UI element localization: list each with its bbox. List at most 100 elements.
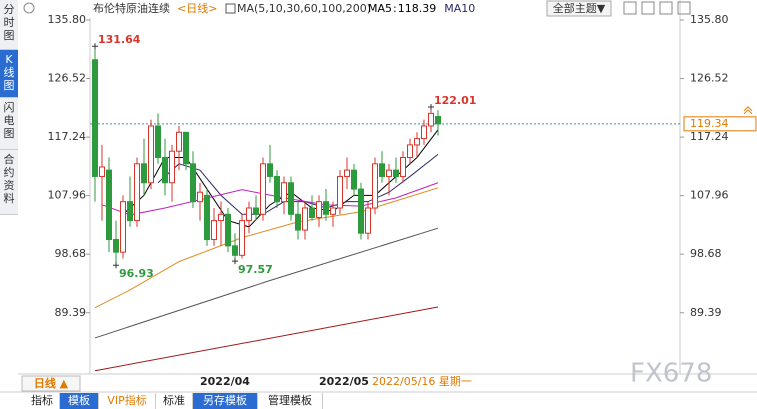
- candle-body: [176, 131, 182, 152]
- candle-body: [148, 125, 154, 184]
- candle-body: [218, 213, 224, 222]
- candle-body: [379, 163, 385, 177]
- icon-button[interactable]: [677, 1, 691, 15]
- ma-line: [157, 153, 439, 215]
- annotation-marker: [113, 262, 119, 269]
- candle-body: [344, 169, 350, 177]
- candle-body: [99, 166, 105, 177]
- candle-body: [309, 207, 315, 218]
- period-button-label[interactable]: 日线 ▲: [34, 376, 69, 390]
- theme-button[interactable]: [546, 0, 612, 17]
- candle-body: [372, 163, 378, 209]
- ma-line: [94, 227, 439, 339]
- icon-button[interactable]: [659, 1, 673, 15]
- candle-body: [225, 213, 231, 247]
- annotation-label: 122.01: [434, 94, 476, 107]
- candle-body: [337, 175, 343, 209]
- candle-body: [288, 182, 294, 215]
- candle-body: [393, 169, 399, 177]
- candle-body: [386, 169, 392, 177]
- candle-body: [365, 207, 371, 234]
- y-tick-label: 107.96: [48, 189, 87, 202]
- icon-button[interactable]: [641, 1, 655, 15]
- bottom-tab[interactable]: 另存模板: [193, 393, 258, 409]
- left-tab[interactable]: K线图: [0, 50, 18, 98]
- x-tick-label: 2022/04: [200, 375, 250, 388]
- left-tab[interactable]: 闪电图: [0, 98, 18, 150]
- candle-body: [253, 207, 259, 215]
- candle-body: [351, 169, 357, 190]
- y-tick-label-right: 117.24: [690, 130, 729, 143]
- y-tick-label-right: 98.68: [690, 247, 722, 260]
- price-box: [683, 116, 757, 132]
- settings-icon[interactable]: [23, 2, 35, 14]
- x-tick-label: 2022/05: [319, 375, 369, 388]
- legend-value: 118.39: [398, 2, 437, 15]
- legend-name: MA5: [368, 2, 392, 15]
- candle-body: [330, 207, 336, 215]
- price-arrow: [743, 106, 753, 115]
- candle-body: [295, 213, 301, 231]
- y-tick-label-right: 135.80: [690, 13, 729, 26]
- ma-icon[interactable]: [225, 3, 236, 14]
- period-button[interactable]: [21, 375, 81, 392]
- ma-params: MA(5,10,30,60,100,200): [237, 2, 371, 15]
- icon-button[interactable]: [623, 1, 637, 15]
- candle-body: [211, 220, 217, 241]
- ma-line: [94, 187, 439, 309]
- y-tick-label: 135.80: [48, 13, 87, 26]
- candle-body: [127, 201, 133, 222]
- candle-body: [435, 116, 441, 125]
- y-tick-label-right: 126.52: [690, 72, 729, 85]
- candle-body: [106, 169, 112, 241]
- candle-body: [274, 175, 280, 203]
- candle-body: [428, 112, 434, 127]
- annotation-label: 96.93: [119, 267, 154, 280]
- bottom-tab[interactable]: VIP指标: [99, 393, 156, 409]
- annotation-label: 131.64: [98, 33, 141, 46]
- candle-body: [281, 182, 287, 203]
- candle-body: [113, 239, 119, 253]
- candle-body: [190, 163, 196, 203]
- candle-body: [358, 188, 364, 234]
- bottom-tab[interactable]: 模板: [60, 393, 99, 409]
- period-label: <日线>: [177, 1, 217, 15]
- y-tick-label-right: 89.39: [690, 306, 722, 319]
- chart-title: 布伦特原油连续: [93, 1, 170, 15]
- candle-body: [155, 125, 161, 159]
- candle-body: [232, 245, 238, 256]
- ma-line: [122, 129, 439, 228]
- left-tab[interactable]: 分时图: [0, 0, 18, 50]
- candle-body: [400, 157, 406, 177]
- annotation-marker: [232, 258, 238, 265]
- candle-body: [169, 150, 175, 184]
- candle-body: [316, 201, 322, 218]
- y-tick-label: 89.39: [55, 306, 87, 319]
- annotation-label: 97.57: [238, 263, 273, 276]
- y-tick-label: 98.68: [55, 247, 87, 260]
- bottom-tab[interactable]: 标准: [156, 393, 193, 409]
- bottom-tab[interactable]: 指标: [25, 393, 60, 409]
- candle-body: [267, 163, 273, 177]
- y-tick-label-right: 107.96: [690, 189, 729, 202]
- left-tab[interactable]: 合约资料: [0, 150, 18, 215]
- candle-body: [92, 59, 98, 177]
- candle-body: [204, 194, 210, 241]
- legend-sep: :: [393, 2, 397, 15]
- annotation-marker: [428, 103, 434, 110]
- candle-body: [260, 163, 266, 215]
- cursor-date: 2022/05/16 星期一: [372, 375, 472, 388]
- candle-body: [302, 207, 308, 231]
- candle-body: [323, 201, 329, 215]
- candle-body: [134, 163, 140, 222]
- candle-body: [183, 131, 189, 165]
- candle-body: [120, 201, 126, 253]
- bottom-tab[interactable]: 管理模板: [258, 393, 323, 409]
- ma-line: [94, 306, 439, 372]
- y-tick-label: 126.52: [48, 72, 87, 85]
- candle-body: [246, 207, 252, 222]
- theme-button-label[interactable]: 全部主题▼: [553, 1, 606, 15]
- candle-body: [141, 163, 147, 184]
